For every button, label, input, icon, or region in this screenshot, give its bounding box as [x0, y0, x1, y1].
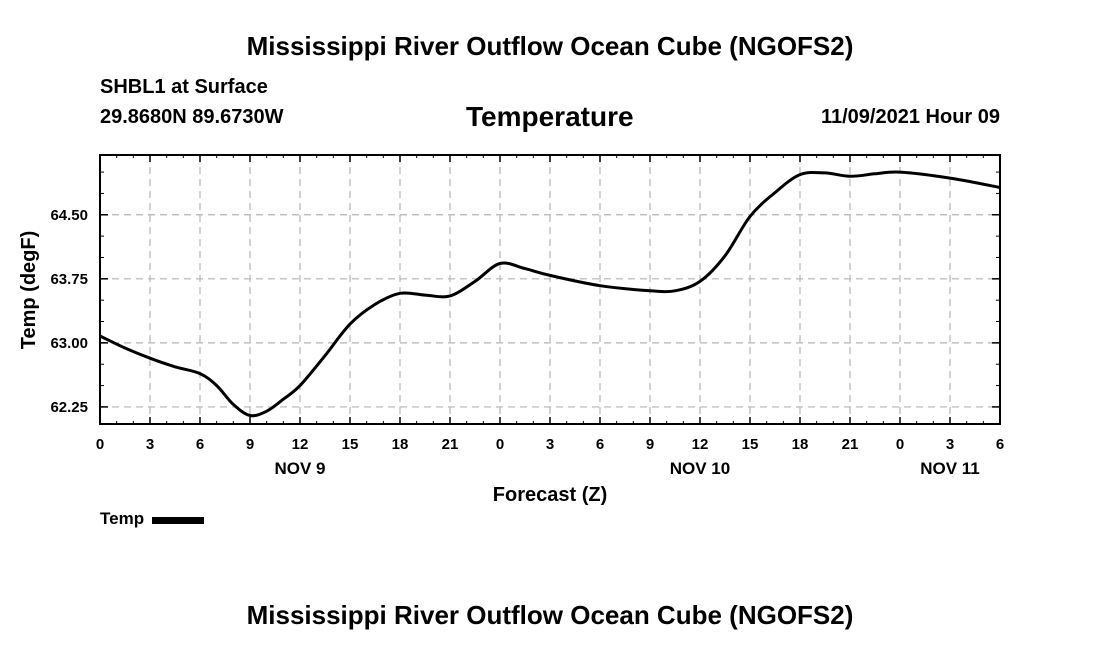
axis-ticks: [99, 155, 1001, 424]
x-tick-label: 21: [842, 436, 859, 453]
x-tick-label: 9: [246, 436, 254, 453]
main-title: Mississippi River Outflow Ocean Cube (NG…: [246, 31, 854, 61]
station-label: SHBL1 at Surface: [100, 76, 268, 98]
x-tick-label: 3: [146, 436, 154, 453]
series-line-temp: [99, 170, 1001, 418]
x-tick-label: 18: [392, 436, 409, 453]
x-axis-label: Forecast (Z): [493, 484, 607, 506]
x-tick-label: 3: [546, 436, 554, 453]
x-tick-label: 3: [946, 436, 954, 453]
series-group: [99, 170, 1001, 418]
x-tick-label: 0: [496, 436, 504, 453]
x-tick-label: 6: [996, 436, 1004, 453]
legend-line-swatch: [152, 517, 205, 524]
station-coordinates: 29.8680N 89.6730W: [100, 106, 284, 128]
y-axis-label: Temp (degF): [18, 231, 40, 350]
y-tick-label: 62.25: [50, 399, 88, 416]
y-tick-label: 64.50: [50, 207, 88, 224]
tick-labels: 0 3 6 9 12 15 18 21 0 3 6 9 12 15 18 21 0 3 6 NOV 9 NOV 10 NO…: [50, 207, 1004, 478]
x-tick-label: 6: [196, 436, 204, 453]
x-tick-label: 18: [792, 436, 809, 453]
x-tick-label: 12: [292, 436, 309, 453]
y-tick-label: 63.00: [50, 335, 88, 352]
y-tick-label: 63.75: [50, 271, 88, 288]
date-label: NOV 9: [274, 459, 325, 478]
date-label: NOV 11: [920, 459, 980, 478]
x-tick-label: 0: [96, 436, 104, 453]
plot-frame: [99, 154, 1001, 425]
x-tick-label: 6: [596, 436, 604, 453]
footer-title: Mississippi River Outflow Ocean Cube (NG…: [246, 600, 854, 630]
legend: Temp: [100, 509, 205, 529]
grid-lines: [100, 155, 1000, 424]
variable-title: Temperature: [466, 101, 634, 132]
x-tick-label: 9: [646, 436, 654, 453]
date-label: NOV 10: [670, 459, 730, 478]
forecast-datetime: 11/09/2021 Hour 09: [820, 106, 1000, 128]
x-tick-label: 15: [742, 436, 759, 453]
legend-label: Temp: [100, 509, 145, 528]
x-tick-label: 0: [896, 436, 904, 453]
x-tick-label: 21: [442, 436, 459, 453]
x-tick-label: 12: [692, 436, 709, 453]
x-tick-label: 15: [342, 436, 359, 453]
